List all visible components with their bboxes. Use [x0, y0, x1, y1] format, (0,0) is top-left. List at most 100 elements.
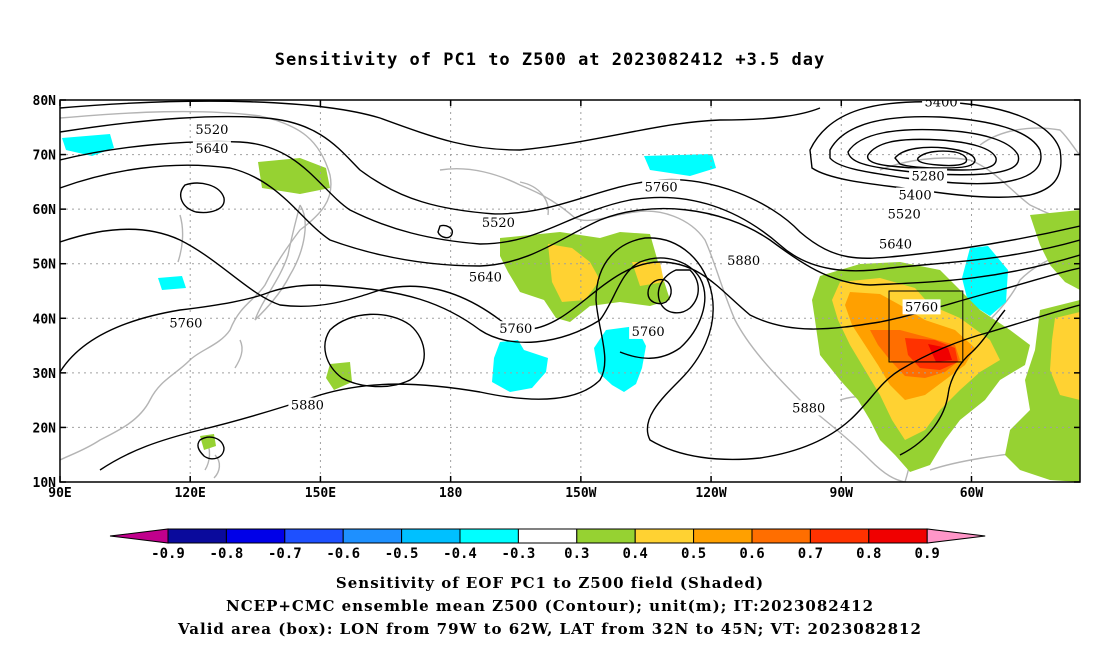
- colorbar-bin: [751, 528, 811, 544]
- lon-tick-label: 90E: [48, 486, 71, 501]
- lat-tick-label: 50N: [33, 258, 57, 273]
- contour-label-bg: [922, 100, 961, 110]
- colorbar-label: 0.5: [681, 546, 706, 562]
- contour-label-bg: [629, 323, 668, 339]
- lon-axis: 90E 120E 150E 180 150W 120W 90W 60W: [48, 100, 983, 501]
- colorbar-label: -0.3: [502, 546, 536, 562]
- colorbar-bin: [167, 528, 227, 544]
- contour-label-5520: 5520: [888, 208, 921, 223]
- colorbar-label: 0.9: [915, 546, 940, 562]
- contour-label-bg: [479, 214, 518, 230]
- chart-title: Sensitivity of PC1 to Z500 at 2023082412…: [274, 50, 826, 70]
- contour-label-bg: [166, 315, 205, 331]
- contour-label-5760: 5760: [645, 180, 678, 195]
- map-frame: [59, 99, 1081, 483]
- contour-label-5400: 5400: [925, 96, 958, 111]
- colorbar-label: -0.6: [326, 546, 360, 562]
- contour-labels: 5520 5640 5520 5640 5760 5760 5760 5760 5880 5880…: [166, 96, 961, 416]
- sakhalin-coastline: [177, 214, 184, 263]
- colorbar-label: -0.4: [443, 546, 477, 562]
- colorbar-label: -0.9: [151, 546, 185, 562]
- lon-tick-label: 180: [439, 486, 463, 501]
- plot-area: 5520 5640 5520 5640 5760 5760 5760 5760 5880 5880…: [60, 96, 1080, 482]
- aleutian-coastline: [519, 181, 549, 216]
- colorbar-bin: [459, 528, 519, 544]
- lon-tick-label: 150E: [305, 486, 336, 501]
- colorbar-label: 0.3: [564, 546, 589, 562]
- colorbar-bin: [342, 528, 403, 544]
- japan-coastline: [254, 204, 306, 321]
- contour-label-bg: [496, 321, 535, 337]
- taiwan-coastline: [234, 339, 243, 369]
- contour-label-5880: 5880: [792, 401, 825, 416]
- lon-tick-label: 120W: [695, 486, 726, 501]
- lon-tick-label: 120E: [175, 486, 206, 501]
- colorbar-bin: [576, 528, 636, 544]
- colorbar-bin: [693, 528, 753, 544]
- contour-label-5280: 5280: [912, 169, 945, 184]
- colorbar-bin: [517, 528, 578, 544]
- contour-label-bg: [192, 141, 231, 157]
- contour-label-5760: 5760: [632, 325, 665, 340]
- colorbar-label: -0.7: [268, 546, 302, 562]
- contour-label-bg: [902, 299, 941, 315]
- contour-label-5880: 5880: [727, 254, 760, 269]
- colorbar-label: 0.8: [856, 546, 881, 562]
- contour-label-5400: 5400: [899, 189, 932, 204]
- colorbar-label: -0.5: [385, 546, 419, 562]
- contour-label-bg: [885, 206, 924, 222]
- contour-label-5640: 5640: [879, 238, 912, 253]
- lon-tick-label: 150W: [565, 486, 596, 501]
- valid-area-box: [888, 290, 964, 363]
- greenland-coastline: [979, 127, 1080, 156]
- colorbar-bin: [284, 528, 344, 544]
- north-america-west-coastline: [439, 167, 906, 482]
- caption-contour: NCEP+CMC ensemble mean Z500 (Contour); u…: [226, 597, 874, 615]
- colorbar-label: 0.4: [623, 546, 648, 562]
- lon-tick-label: 60W: [960, 486, 984, 501]
- colorbar-label: 0.7: [798, 546, 823, 562]
- contour-label-5760: 5760: [905, 300, 938, 315]
- contour-label-bg: [789, 400, 828, 416]
- colorbar-label: -0.8: [210, 546, 244, 562]
- colorbar-bin: [401, 528, 461, 544]
- colorbar-bin: [809, 528, 870, 544]
- lat-tick-label: 70N: [33, 149, 57, 164]
- colorbar-bin: [634, 528, 695, 544]
- colorbar-bin: [868, 528, 928, 544]
- colorbar-above-triangle: [926, 528, 986, 544]
- caption-valid-area: Valid area (box): LON from 79W to 62W, L…: [178, 620, 922, 638]
- contour-label-bg: [642, 179, 681, 195]
- contour-label-5760: 5760: [169, 317, 202, 332]
- colorbar-bin: [225, 528, 286, 544]
- lat-tick-label: 10N: [33, 476, 57, 491]
- contour-label-bg: [192, 122, 231, 138]
- contour-label-5880: 5880: [291, 399, 324, 414]
- lat-axis: 80N 70N 60N 50N 40N 30N 20N 10N: [33, 94, 1080, 491]
- sensitivity-shading: [62, 134, 1080, 482]
- asia-coastline: [60, 110, 332, 461]
- contour-label-bg: [909, 168, 948, 184]
- contour-label-bg: [724, 252, 763, 268]
- contour-label-bg: [896, 187, 935, 203]
- lat-tick-label: 40N: [33, 312, 57, 327]
- contour-label-5760: 5760: [499, 322, 532, 337]
- lat-tick-label: 30N: [33, 367, 57, 382]
- lat-tick-label: 20N: [33, 421, 57, 436]
- contour-label-5640: 5640: [195, 142, 228, 157]
- z500-contours: [60, 100, 1080, 471]
- lat-tick-label: 60N: [33, 203, 57, 218]
- lon-tick-label: 90W: [830, 486, 854, 501]
- contour-label-bg: [876, 236, 915, 252]
- contour-label-5520: 5520: [482, 216, 515, 231]
- colorbar: -0.9 -0.8 -0.7 -0.6 -0.5 -0.4 -0.3 0.3 0.4 0.5 0.6…: [109, 528, 986, 562]
- contour-label-5520: 5520: [195, 123, 228, 138]
- colorbar-label: 0.6: [739, 546, 764, 562]
- lat-tick-label: 80N: [33, 94, 57, 109]
- caption-shading: Sensitivity of EOF PC1 to Z500 field (Sh…: [335, 574, 765, 592]
- colorbar-below-triangle: [109, 528, 169, 544]
- contour-label-5640: 5640: [469, 270, 502, 285]
- contour-label-bg: [288, 397, 327, 413]
- contour-label-bg: [466, 269, 505, 285]
